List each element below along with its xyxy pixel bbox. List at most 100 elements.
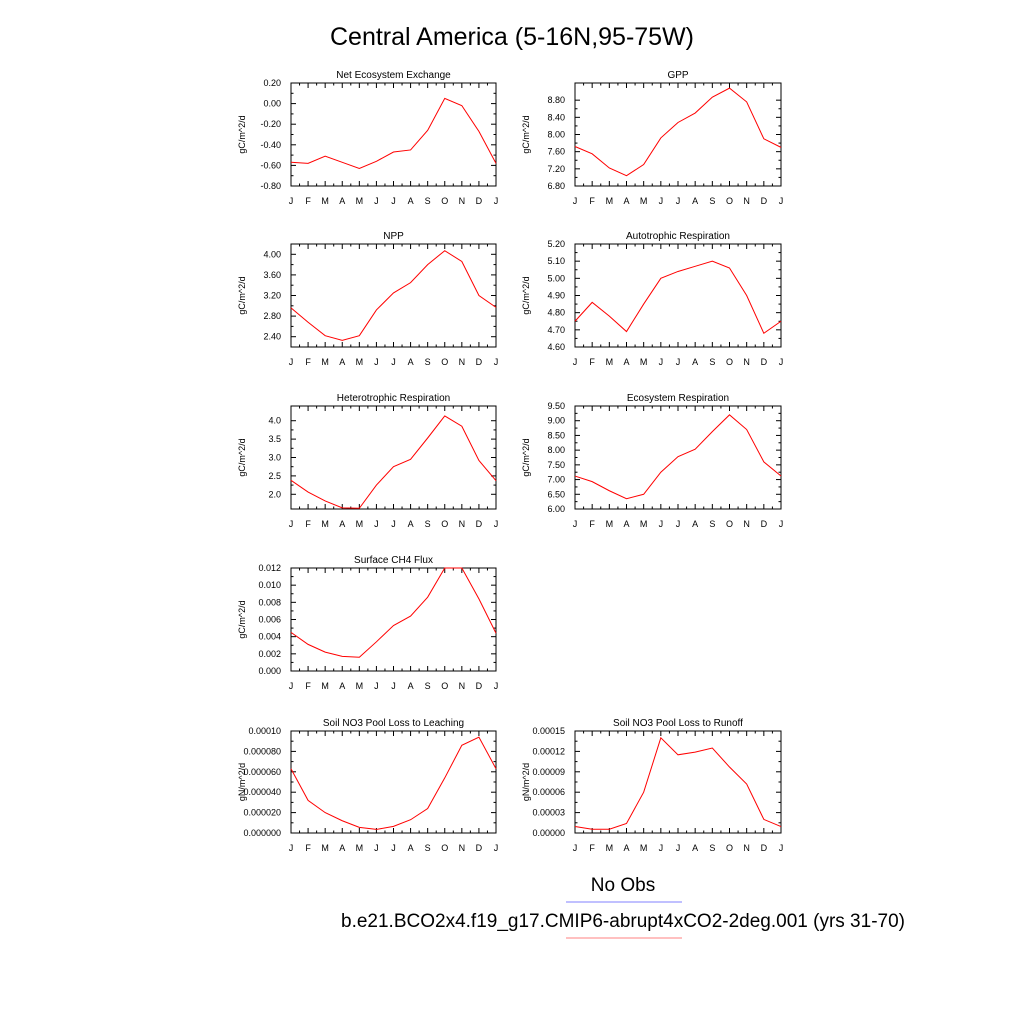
surface-ch4-flux-xtick-label: D xyxy=(476,681,483,691)
net-ecosystem-exchange-xtick-label: A xyxy=(339,196,345,206)
net-ecosystem-exchange-xtick-label: O xyxy=(441,196,448,206)
net-ecosystem-exchange-ytick-label: -0.60 xyxy=(260,160,281,170)
soil-no3-pool-loss-to-leaching-xtick-label: S xyxy=(425,843,431,853)
heterotrophic-respiration-ytick-label: 3.0 xyxy=(268,453,281,463)
soil-no3-pool-loss-to-runoff-xtick-label: M xyxy=(606,843,614,853)
soil-no3-pool-loss-to-leaching-xtick-label: N xyxy=(459,843,466,853)
heterotrophic-respiration-ylabel: gC/m^2/d xyxy=(237,438,247,476)
gpp-xtick-label: O xyxy=(726,196,733,206)
heterotrophic-respiration-xtick-label: S xyxy=(425,519,431,529)
heterotrophic-respiration-xtick-label: J xyxy=(391,519,396,529)
net-ecosystem-exchange-xtick-label: J xyxy=(289,196,294,206)
net-ecosystem-exchange-xtick-label: M xyxy=(356,196,364,206)
surface-ch4-flux-ytick-label: 0.010 xyxy=(258,580,281,590)
autotrophic-respiration-xtick-label: J xyxy=(676,357,681,367)
surface-ch4-flux-xtick-label: A xyxy=(339,681,345,691)
net-ecosystem-exchange-xtick-label: A xyxy=(408,196,414,206)
net-ecosystem-exchange-ylabel: gC/m^2/d xyxy=(237,115,247,153)
gpp-xtick-label: M xyxy=(640,196,648,206)
net-ecosystem-exchange-title: Net Ecosystem Exchange xyxy=(336,70,451,81)
net-ecosystem-exchange-series-line xyxy=(290,97,497,170)
net-ecosystem-exchange-ytick-label: 0.20 xyxy=(263,78,281,88)
autotrophic-respiration-ytick-label: 4.80 xyxy=(547,308,565,318)
gpp-xtick-label: F xyxy=(589,196,595,206)
soil-no3-pool-loss-to-leaching-ytick-label: 0.00010 xyxy=(248,726,281,736)
soil-no3-pool-loss-to-runoff-xtick-label: S xyxy=(709,843,715,853)
gpp-xtick-label: M xyxy=(606,196,614,206)
heterotrophic-respiration-xtick-label: M xyxy=(356,519,364,529)
heterotrophic-respiration-xtick-label: M xyxy=(321,519,329,529)
soil-no3-pool-loss-to-runoff-xtick-label: A xyxy=(623,843,629,853)
ecosystem-respiration-ytick-label: 7.00 xyxy=(547,475,565,485)
npp-xtick-label: O xyxy=(441,357,448,367)
gpp-xtick-label: J xyxy=(676,196,681,206)
heterotrophic-respiration-xtick-label: D xyxy=(476,519,483,529)
npp-xtick-label: D xyxy=(476,357,483,367)
net-ecosystem-exchange-plot-frame xyxy=(290,82,497,187)
ecosystem-respiration-xtick-label: S xyxy=(709,519,715,529)
soil-no3-pool-loss-to-leaching-series-line xyxy=(290,736,497,830)
net-ecosystem-exchange-xtick-label: D xyxy=(476,196,483,206)
surface-ch4-flux-xtick-label: J xyxy=(391,681,396,691)
autotrophic-respiration-ytick-label: 4.70 xyxy=(547,325,565,335)
npp-ytick-label: 3.20 xyxy=(263,291,281,301)
soil-no3-pool-loss-to-runoff-xtick-label: M xyxy=(640,843,648,853)
heterotrophic-respiration-title: Heterotrophic Respiration xyxy=(337,393,450,404)
npp-xtick-label: M xyxy=(321,357,329,367)
autotrophic-respiration-title: Autotrophic Respiration xyxy=(626,231,730,242)
soil-no3-pool-loss-to-leaching-xtick-label: M xyxy=(356,843,364,853)
ecosystem-respiration-xtick-label: J xyxy=(779,519,784,529)
surface-ch4-flux-series-line xyxy=(290,567,497,658)
gpp-ylabel: gC/m^2/d xyxy=(521,115,531,153)
heterotrophic-respiration-xtick-label: J xyxy=(374,519,379,529)
heterotrophic-respiration-ytick-label: 2.0 xyxy=(268,489,281,499)
net-ecosystem-exchange-xtick-label: J xyxy=(391,196,396,206)
autotrophic-respiration-xtick-label: D xyxy=(761,357,768,367)
soil-no3-pool-loss-to-runoff-xtick-label: J xyxy=(573,843,578,853)
heterotrophic-respiration-ytick-label: 3.5 xyxy=(268,434,281,444)
surface-ch4-flux-ytick-label: 0.004 xyxy=(258,632,281,642)
soil-no3-pool-loss-to-leaching-title: Soil NO3 Pool Loss to Leaching xyxy=(323,718,464,729)
autotrophic-respiration-series-line xyxy=(574,260,782,335)
net-ecosystem-exchange-xtick-label: J xyxy=(374,196,379,206)
ecosystem-respiration-title: Ecosystem Respiration xyxy=(627,393,729,404)
soil-no3-pool-loss-to-leaching-xtick-label: A xyxy=(339,843,345,853)
gpp-xtick-label: S xyxy=(709,196,715,206)
ecosystem-respiration-plot-frame xyxy=(574,405,782,510)
ecosystem-respiration-xtick-label: F xyxy=(589,519,595,529)
autotrophic-respiration-xtick-label: F xyxy=(589,357,595,367)
soil-no3-pool-loss-to-runoff-series-line xyxy=(574,736,782,830)
autotrophic-respiration-xtick-label: M xyxy=(640,357,648,367)
heterotrophic-respiration-xtick-label: J xyxy=(494,519,499,529)
npp-ytick-label: 3.60 xyxy=(263,270,281,280)
npp-series-line xyxy=(290,250,497,341)
gpp-xtick-label: D xyxy=(761,196,768,206)
npp-xtick-label: S xyxy=(425,357,431,367)
gpp-series-line xyxy=(574,87,782,177)
heterotrophic-respiration-plot-frame xyxy=(290,405,497,510)
ecosystem-respiration-xtick-label: O xyxy=(726,519,733,529)
surface-ch4-flux-xtick-label: M xyxy=(321,681,329,691)
heterotrophic-respiration-ytick-label: 4.0 xyxy=(268,416,281,426)
npp-xtick-label: M xyxy=(356,357,364,367)
soil-no3-pool-loss-to-runoff-xtick-label: N xyxy=(743,843,750,853)
autotrophic-respiration-xtick-label: A xyxy=(692,357,698,367)
net-ecosystem-exchange-xtick-label: N xyxy=(459,196,466,206)
soil-no3-pool-loss-to-leaching-xtick-label: M xyxy=(321,843,329,853)
soil-no3-pool-loss-to-leaching-plot-frame xyxy=(290,730,497,834)
gpp-xtick-label: N xyxy=(743,196,750,206)
soil-no3-pool-loss-to-leaching-xtick-label: O xyxy=(441,843,448,853)
ecosystem-respiration-series-line xyxy=(574,414,782,500)
surface-ch4-flux-ytick-label: 0.012 xyxy=(258,563,281,573)
autotrophic-respiration-plot-frame xyxy=(574,243,782,348)
ecosystem-respiration-xtick-label: J xyxy=(676,519,681,529)
npp-xtick-label: J xyxy=(391,357,396,367)
ecosystem-respiration-ytick-label: 7.50 xyxy=(547,460,565,470)
